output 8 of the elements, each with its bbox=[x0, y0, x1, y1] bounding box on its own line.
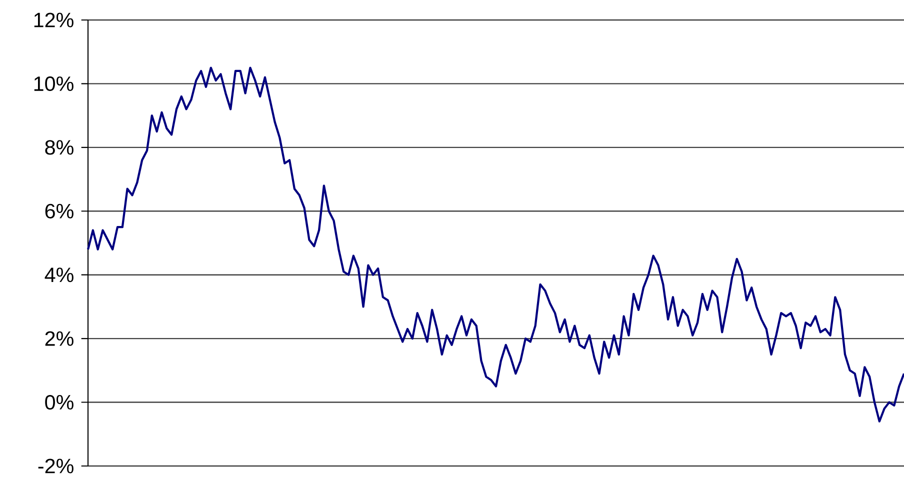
y-tick-label: 12% bbox=[34, 12, 74, 28]
y-tick-label: 0% bbox=[45, 394, 74, 410]
y-tick-label: 6% bbox=[45, 204, 74, 218]
y-tick-label: 8% bbox=[45, 140, 74, 155]
y-tick-label: 10% bbox=[34, 76, 74, 92]
y-tick-label: 2% bbox=[45, 331, 74, 346]
y-tick-label: 4% bbox=[44, 268, 74, 282]
y-tick-label: -2% bbox=[38, 458, 74, 474]
